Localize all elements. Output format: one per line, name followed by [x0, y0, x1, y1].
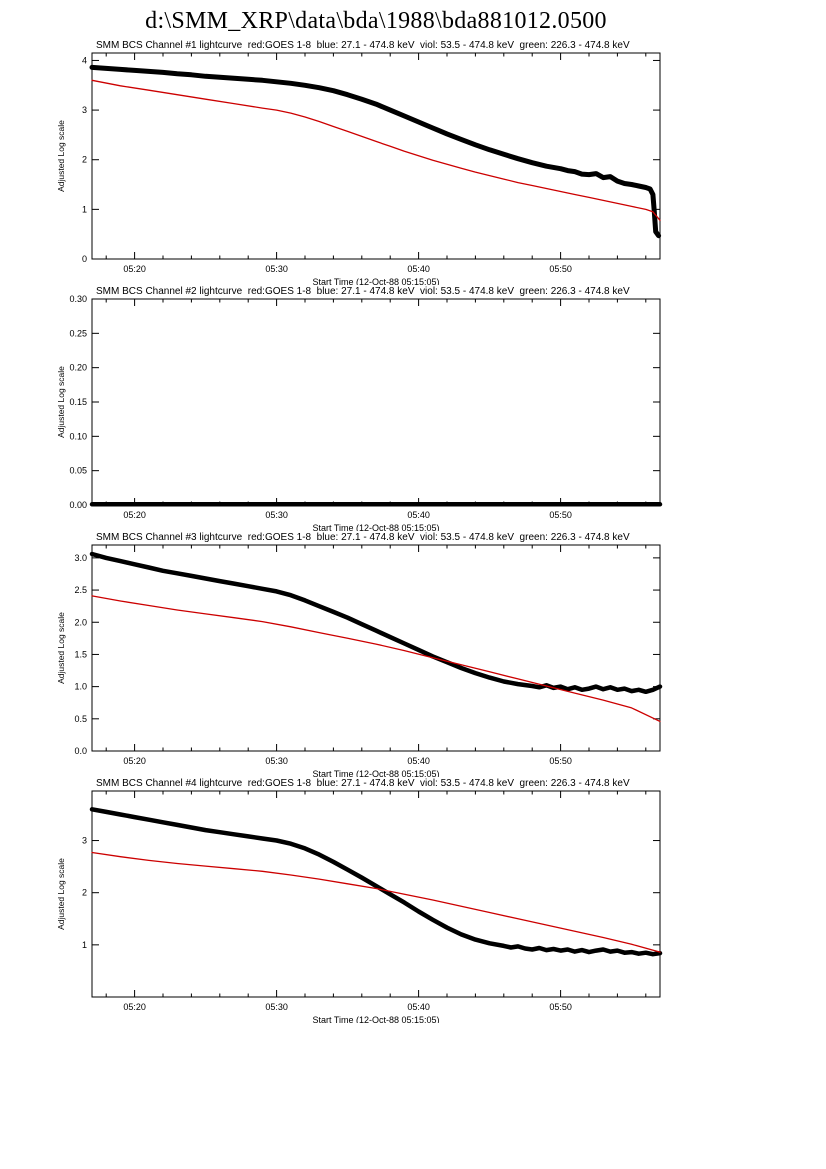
series-bcs-line [89, 551, 663, 695]
chart-3-svg: SMM BCS Channel #3 lightcurve red:GOES 1… [56, 532, 663, 777]
x-tick-label: 05:30 [265, 1002, 288, 1012]
x-axis-label: Start Time (12-Oct-88 05:15:05) [312, 523, 439, 531]
series-bcs-line [89, 64, 662, 239]
chart-2: SMM BCS Channel #2 lightcurve red:GOES 1… [0, 285, 826, 531]
y-tick-label: 1.5 [74, 649, 87, 659]
chart-1: SMM BCS Channel #1 lightcurve red:GOES 1… [0, 39, 826, 285]
x-axis-label: Start Time (12-Oct-88 05:15:05) [312, 769, 439, 777]
y-axis-label: Adjusted Log scale [56, 858, 66, 930]
y-tick-label: 1.0 [74, 682, 87, 692]
y-tick-label: 4 [82, 55, 87, 65]
x-tick-label: 05:30 [265, 756, 288, 766]
chart-title: SMM BCS Channel #4 lightcurve red:GOES 1… [96, 778, 630, 789]
y-tick-label: 0 [82, 254, 87, 264]
y-tick-label: 0.20 [69, 363, 87, 373]
x-tick-label: 05:50 [549, 1002, 572, 1012]
y-tick-label: 0.10 [69, 431, 87, 441]
series-goes-line [91, 595, 661, 723]
y-tick-label: 2 [82, 888, 87, 898]
chart-3: SMM BCS Channel #3 lightcurve red:GOES 1… [0, 531, 826, 777]
chart-title: SMM BCS Channel #2 lightcurve red:GOES 1… [96, 286, 630, 297]
x-tick-label: 05:40 [407, 756, 430, 766]
y-tick-label: 1 [82, 204, 87, 214]
axes-ticks [92, 791, 660, 997]
series-goes-line [91, 851, 661, 953]
plot-frame [91, 544, 661, 752]
y-tick-label: 2.5 [74, 585, 87, 595]
x-tick-label: 05:20 [123, 1002, 146, 1012]
x-tick-label: 05:50 [549, 264, 572, 274]
plot-frame [91, 298, 661, 506]
chart-title: SMM BCS Channel #3 lightcurve red:GOES 1… [96, 532, 630, 543]
axes-ticks [92, 298, 660, 506]
y-tick-label: 3.0 [74, 553, 87, 563]
chart-4: SMM BCS Channel #4 lightcurve red:GOES 1… [0, 777, 826, 1023]
plot-frame [91, 790, 661, 998]
charts: SMM BCS Channel #1 lightcurve red:GOES 1… [0, 39, 826, 1023]
x-tick-label: 05:50 [549, 510, 572, 520]
x-tick-label: 05:30 [265, 264, 288, 274]
series-goes-line [91, 79, 661, 221]
y-tick-label: 0.30 [69, 294, 87, 304]
series-bcs-line [89, 807, 663, 957]
y-axis-label: Adjusted Log scale [56, 366, 66, 438]
x-tick-label: 05:40 [407, 510, 430, 520]
x-tick-label: 05:40 [407, 264, 430, 274]
x-tick-label: 05:20 [123, 264, 146, 274]
axes-ticks [92, 53, 660, 260]
plot-frame [91, 52, 661, 260]
x-tick-label: 05:50 [549, 756, 572, 766]
x-tick-label: 05:20 [123, 510, 146, 520]
x-axis-label: Start Time (12-Oct-88 05:15:05) [312, 277, 439, 285]
y-tick-label: 2 [82, 155, 87, 165]
y-tick-label: 0.5 [74, 714, 87, 724]
x-tick-label: 05:20 [123, 756, 146, 766]
y-tick-label: 0.00 [69, 500, 87, 510]
chart-4-svg: SMM BCS Channel #4 lightcurve red:GOES 1… [56, 778, 663, 1023]
page-title: d:\SMM_XRP\data\bda\1988\bda881012.0500 [145, 8, 607, 34]
x-tick-label: 05:40 [407, 1002, 430, 1012]
y-tick-label: 3 [82, 836, 87, 846]
y-tick-label: 1 [82, 940, 87, 950]
x-axis-label: Start Time (12-Oct-88 05:15:05) [312, 1015, 439, 1023]
y-tick-label: 2.0 [74, 617, 87, 627]
y-tick-label: 0.05 [69, 466, 87, 476]
chart-1-svg: SMM BCS Channel #1 lightcurve red:GOES 1… [56, 40, 662, 285]
chart-2-svg: SMM BCS Channel #2 lightcurve red:GOES 1… [56, 286, 663, 531]
y-tick-label: 0.0 [74, 746, 87, 756]
x-tick-label: 05:30 [265, 510, 288, 520]
axes-ticks [92, 545, 660, 752]
y-tick-label: 0.25 [69, 328, 87, 338]
y-axis-label: Adjusted Log scale [56, 120, 66, 192]
y-tick-label: 0.15 [69, 397, 87, 407]
y-tick-label: 3 [82, 105, 87, 115]
chart-title: SMM BCS Channel #1 lightcurve red:GOES 1… [96, 40, 630, 51]
y-axis-label: Adjusted Log scale [56, 612, 66, 684]
